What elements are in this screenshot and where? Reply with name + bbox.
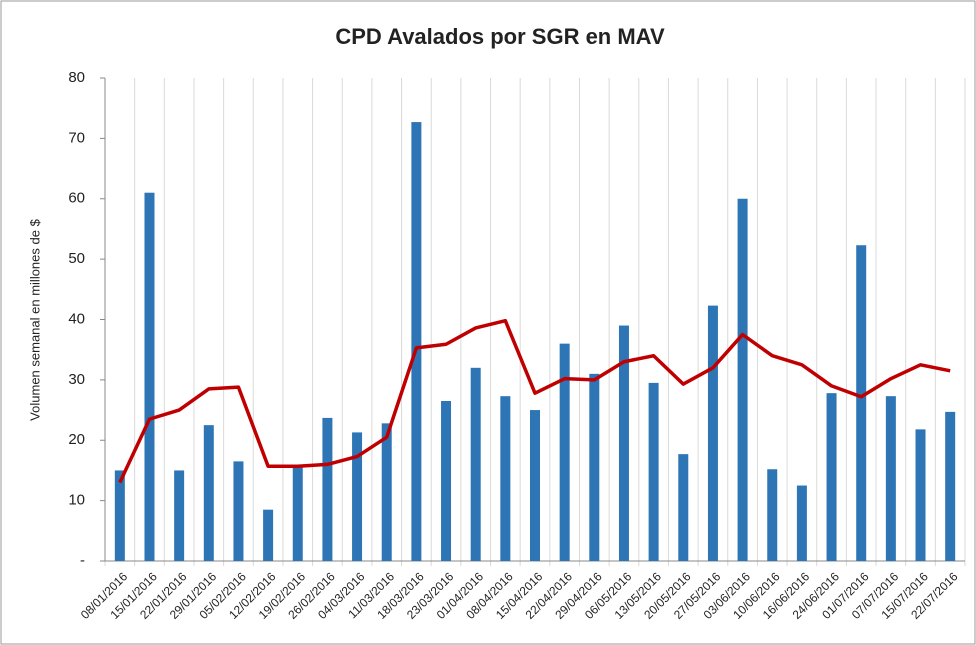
bar xyxy=(292,467,303,561)
bar xyxy=(885,396,896,561)
bar xyxy=(174,470,185,561)
bar xyxy=(945,411,956,561)
bar xyxy=(263,509,274,561)
chart-title: CPD Avalados por SGR en MAV xyxy=(335,24,665,49)
bar xyxy=(856,245,867,561)
y-tick-label: 20 xyxy=(68,431,85,448)
bar xyxy=(915,429,926,561)
bar xyxy=(589,373,600,561)
bar xyxy=(411,122,422,561)
y-axis-label: Volumen semanal en millones de $ xyxy=(27,218,42,420)
bar xyxy=(737,198,748,561)
y-tick-label: 40 xyxy=(68,310,85,327)
bar xyxy=(500,396,511,561)
bar xyxy=(707,305,718,561)
y-tick-label: 50 xyxy=(68,250,85,267)
y-tick-label: 30 xyxy=(68,371,85,388)
bar xyxy=(144,192,155,561)
bar xyxy=(114,470,125,561)
bar xyxy=(322,417,333,561)
bar xyxy=(648,382,659,561)
bar xyxy=(559,343,570,561)
bar xyxy=(826,393,837,561)
bar xyxy=(530,410,540,561)
y-tick-label: 70 xyxy=(68,129,85,146)
y-tick-label: 60 xyxy=(68,190,85,207)
bar xyxy=(203,425,214,561)
bar xyxy=(233,461,244,561)
bar xyxy=(618,325,629,561)
bar xyxy=(796,485,807,561)
bar xyxy=(470,367,481,561)
bar xyxy=(381,423,392,561)
bar xyxy=(767,469,778,561)
line xyxy=(118,318,951,484)
bar xyxy=(441,401,452,561)
y-tick-label: - xyxy=(80,552,85,569)
bar xyxy=(678,454,689,561)
bar xyxy=(352,432,363,561)
y-tick-label: 80 xyxy=(68,69,85,86)
y-tick-label: 10 xyxy=(68,492,85,509)
